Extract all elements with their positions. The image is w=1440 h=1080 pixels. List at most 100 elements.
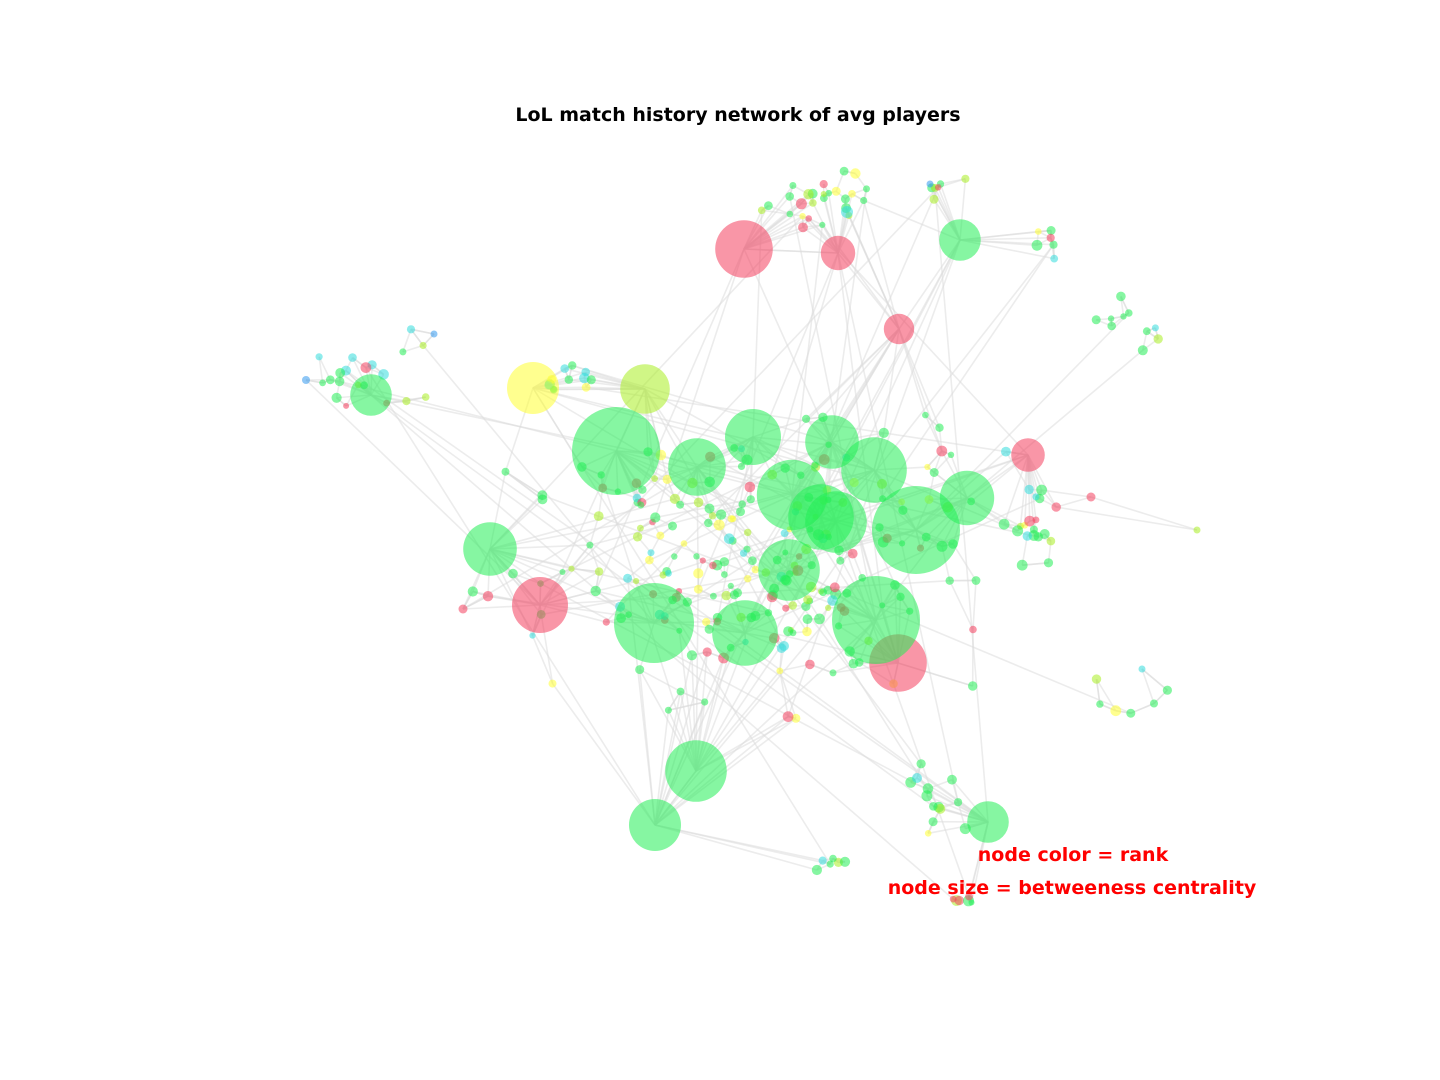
- node-green: [829, 854, 837, 863]
- node-lime: [594, 567, 604, 576]
- node-blue: [430, 330, 438, 338]
- node-green: [746, 495, 755, 504]
- node-green: [668, 438, 726, 496]
- node-lime: [632, 532, 643, 542]
- node-green: [840, 194, 850, 204]
- node-green: [1039, 529, 1050, 539]
- node-green: [1046, 226, 1056, 235]
- node-green: [954, 798, 963, 807]
- edge: [654, 651, 709, 826]
- node-cyan: [647, 549, 655, 557]
- node-yellow: [662, 474, 672, 484]
- node-lime: [568, 565, 575, 572]
- node-yellow: [924, 830, 932, 837]
- node-green: [1120, 313, 1127, 320]
- node-red: [343, 402, 350, 409]
- node-yellow: [1110, 705, 1122, 717]
- node-green: [1107, 321, 1116, 331]
- edge: [972, 580, 977, 630]
- edge: [318, 356, 324, 383]
- node-lime: [1193, 526, 1201, 534]
- node-cyan: [912, 773, 922, 783]
- node-lime: [637, 524, 644, 532]
- node-lime: [757, 206, 766, 215]
- edge: [882, 328, 900, 434]
- edge-layer: [305, 170, 1198, 904]
- node-green: [1012, 525, 1024, 537]
- node-green: [1142, 327, 1151, 336]
- node-lime: [708, 512, 717, 520]
- node-lime: [961, 174, 970, 183]
- node-green: [929, 468, 939, 477]
- node-yellow: [850, 168, 861, 179]
- node-green: [967, 801, 1009, 843]
- edge: [791, 224, 824, 496]
- node-green: [629, 799, 681, 851]
- node-lime: [1153, 334, 1163, 344]
- node-green: [1137, 345, 1148, 356]
- node-green: [693, 553, 700, 560]
- node-red: [1011, 438, 1045, 472]
- edge: [532, 387, 883, 485]
- node-red: [829, 582, 840, 593]
- node-cyan: [529, 632, 536, 639]
- node-cyan: [818, 856, 827, 865]
- node-lime: [935, 803, 946, 814]
- edge: [1041, 489, 1092, 498]
- node-yellow: [802, 626, 812, 637]
- node-green: [664, 706, 672, 714]
- node-red: [805, 215, 812, 222]
- node-green: [710, 592, 717, 600]
- edge: [948, 580, 974, 630]
- edge: [654, 824, 818, 871]
- node-green: [704, 503, 715, 514]
- node-cyan: [581, 367, 590, 377]
- edge: [779, 670, 797, 719]
- node-cyan: [1024, 484, 1034, 495]
- node-green: [1116, 291, 1126, 302]
- node-green: [701, 698, 709, 706]
- node-green: [825, 189, 832, 197]
- node-green: [399, 348, 407, 356]
- node-green: [839, 856, 851, 867]
- node-green: [863, 185, 870, 193]
- node-red: [1051, 502, 1061, 512]
- node-green: [758, 539, 820, 601]
- node-green: [650, 512, 661, 523]
- node-green: [1091, 315, 1101, 325]
- node-green: [1043, 558, 1054, 568]
- node-green: [676, 687, 685, 696]
- node-lime: [669, 493, 681, 504]
- node-yellow: [799, 213, 806, 220]
- node-yellow: [831, 186, 841, 196]
- node-red: [360, 362, 372, 373]
- edge: [422, 345, 655, 624]
- node-yellow: [656, 531, 665, 540]
- node-red: [795, 198, 807, 210]
- node-cyan: [780, 529, 789, 538]
- node-red: [883, 313, 915, 345]
- node-green: [814, 613, 825, 625]
- node-red: [820, 235, 856, 271]
- node-green: [1150, 699, 1158, 708]
- edge: [779, 670, 789, 717]
- node-green: [586, 541, 594, 549]
- node-lime: [1046, 536, 1056, 546]
- node-green: [922, 411, 929, 419]
- node-green: [1031, 239, 1043, 251]
- node-red: [965, 892, 973, 901]
- node-green: [727, 582, 734, 590]
- edge: [966, 349, 1144, 499]
- node-lime: [825, 604, 832, 612]
- node-green: [819, 588, 827, 597]
- node-cyan: [315, 353, 323, 361]
- edge: [898, 328, 943, 452]
- node-green: [676, 500, 685, 509]
- node-green: [537, 494, 548, 505]
- node-red: [1086, 492, 1096, 502]
- node-red: [1032, 516, 1040, 524]
- node-green: [1036, 484, 1047, 496]
- node-green: [614, 583, 694, 663]
- node-green: [947, 774, 957, 785]
- node-green: [331, 392, 342, 403]
